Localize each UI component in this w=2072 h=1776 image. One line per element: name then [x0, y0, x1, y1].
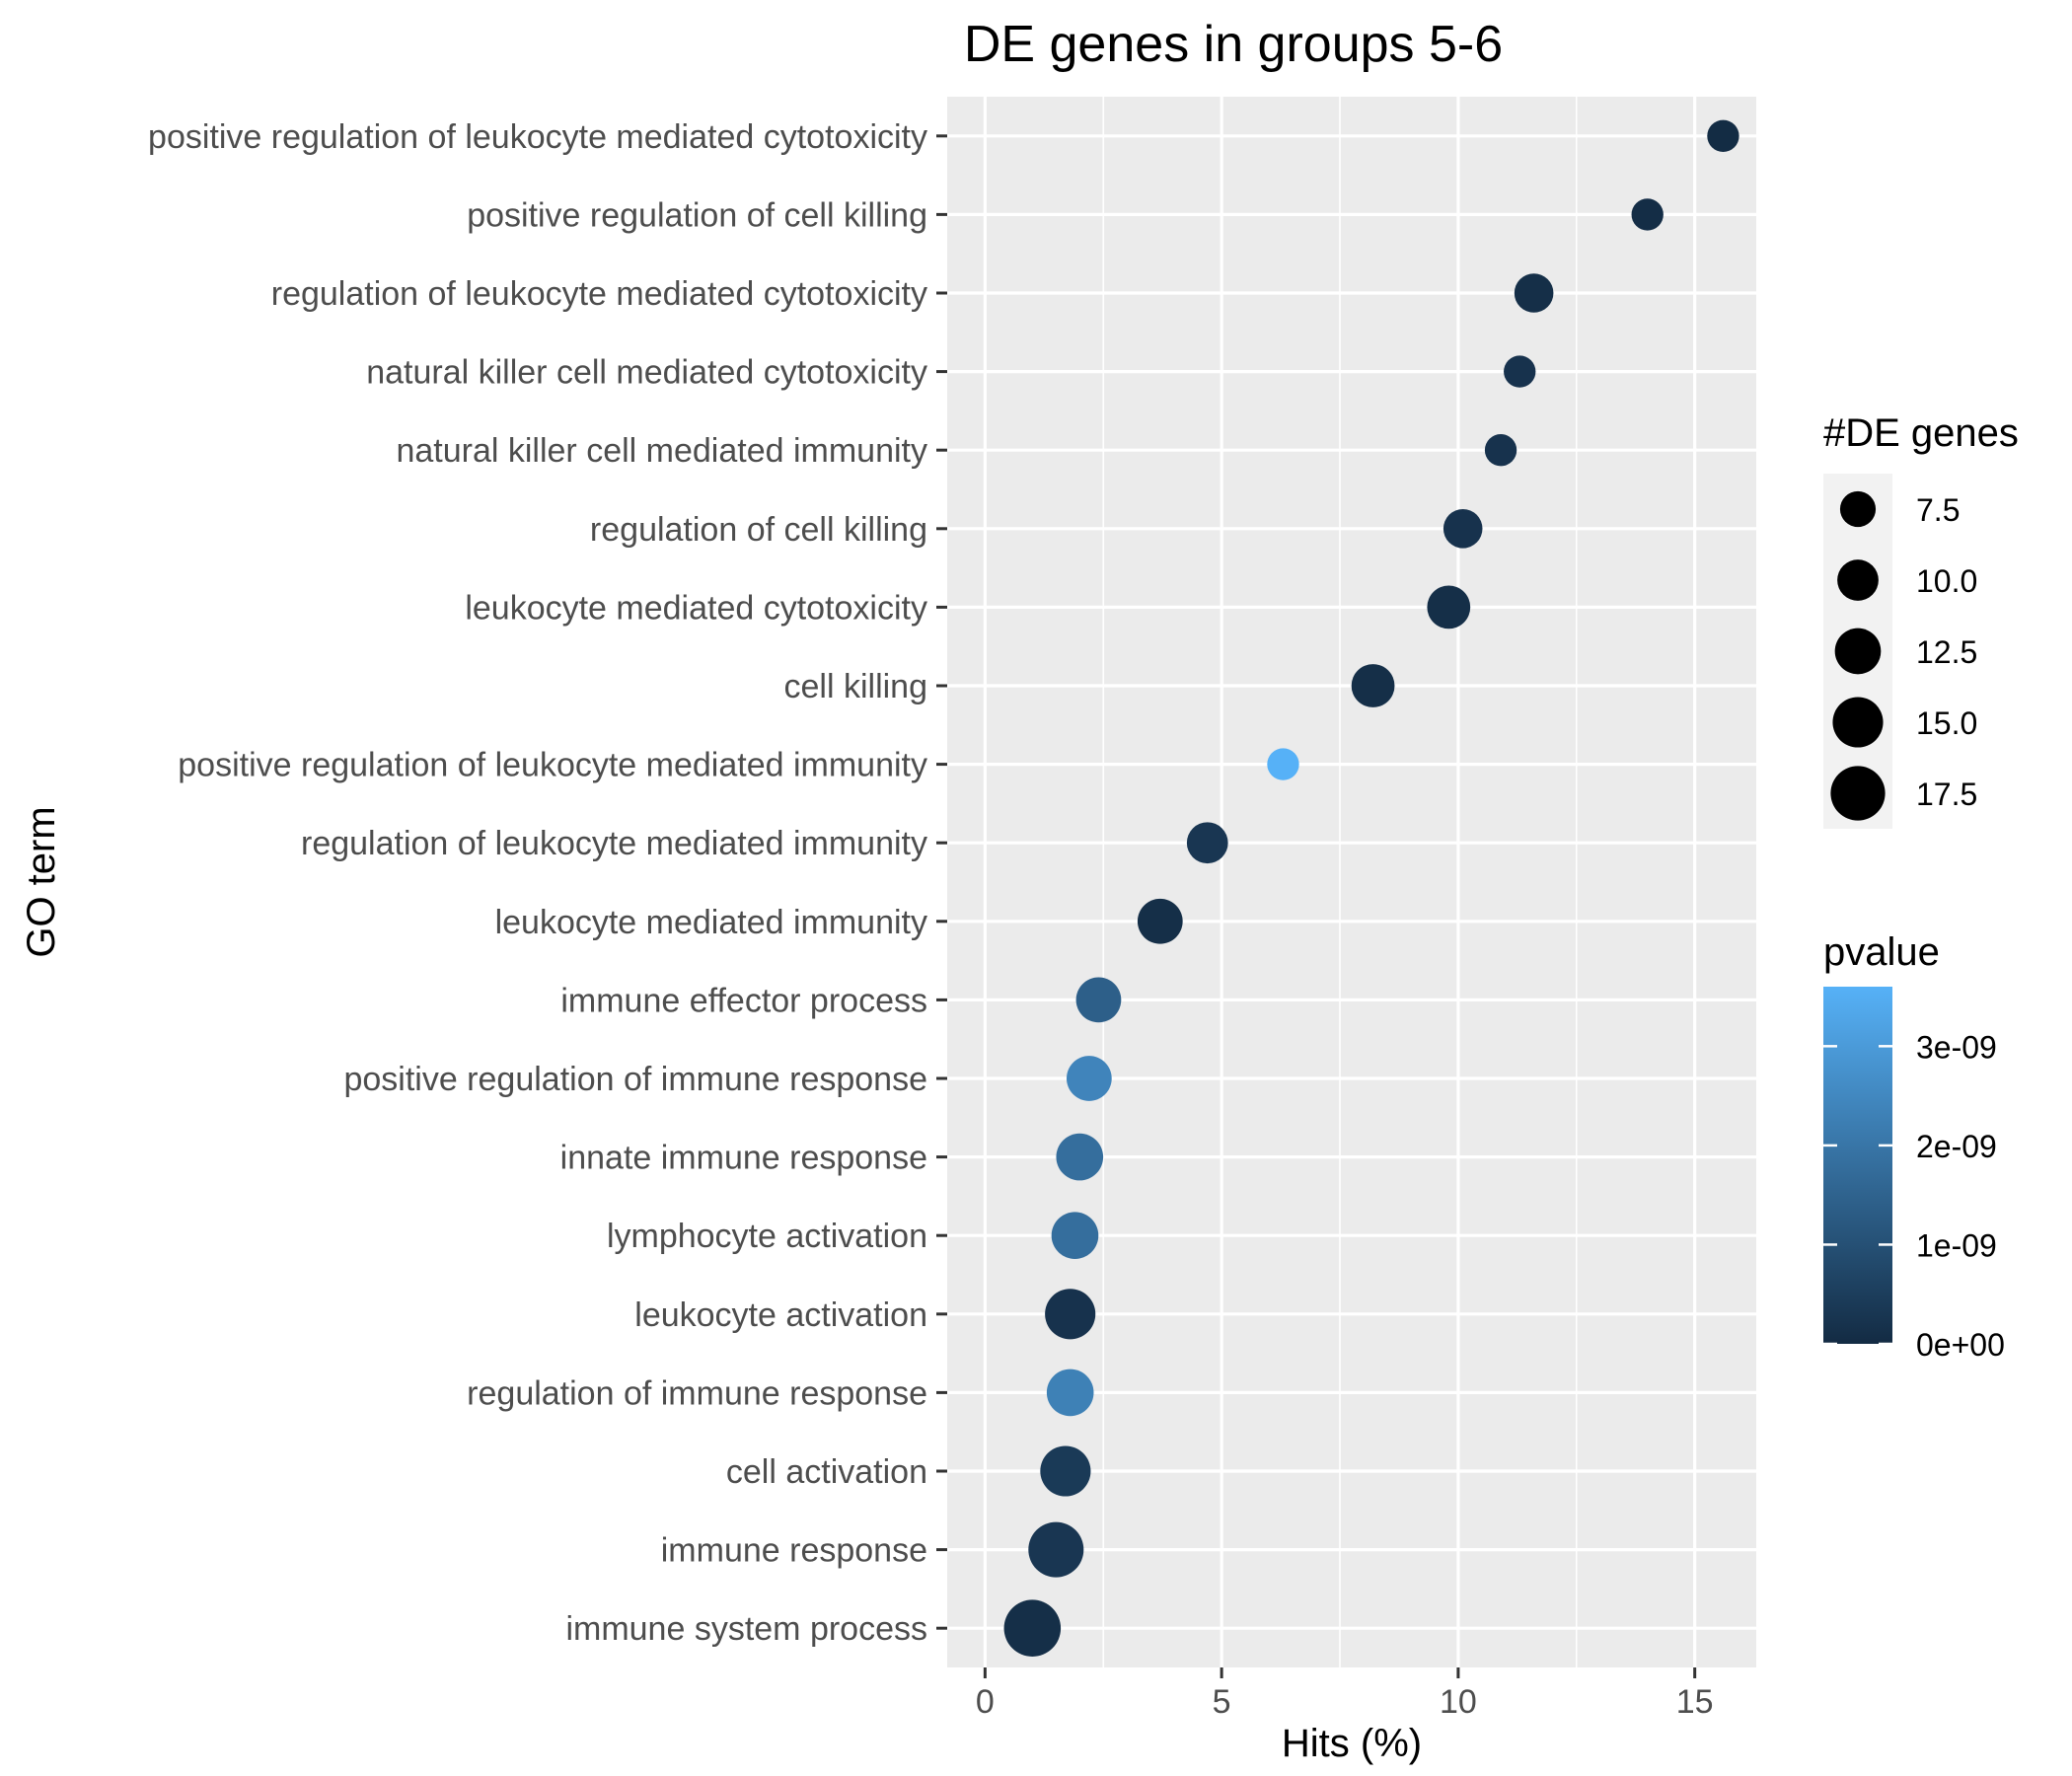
size-legend-key — [1830, 766, 1886, 821]
color-legend: pvalue 0e+00 1e-09 2e-09 3e-09 — [1823, 930, 2005, 1363]
color-legend-bar — [1823, 987, 1892, 1344]
y-tick-label: positive regulation of leukocyte mediate… — [148, 118, 927, 156]
y-tick-label: positive regulation of cell killing — [467, 196, 927, 234]
color-legend-label: 3e-09 — [1916, 1029, 1997, 1065]
data-point — [1186, 822, 1228, 864]
data-point — [1514, 273, 1554, 313]
y-tick-label: immune response — [661, 1532, 927, 1570]
y-tick-label: immune system process — [565, 1610, 927, 1648]
x-tick-label: 0 — [976, 1683, 995, 1721]
data-point — [1707, 119, 1739, 152]
y-tick-label: positive regulation of leukocyte mediate… — [178, 747, 927, 784]
size-legend-key — [1832, 697, 1884, 748]
y-tick-label: immune effector process — [560, 982, 927, 1019]
size-legend-key — [1839, 490, 1877, 528]
data-point — [1427, 585, 1471, 629]
size-legend: #DE genes 7.5 10.0 12.5 15.0 17.5 — [1823, 411, 2019, 829]
size-legend-label: 15.0 — [1916, 705, 1977, 741]
x-tick-label: 10 — [1440, 1683, 1477, 1721]
y-tick-label: leukocyte activation — [634, 1296, 927, 1334]
data-point — [1045, 1289, 1096, 1340]
y-tick-label: innate immune response — [560, 1140, 927, 1177]
plot-panel — [947, 97, 1756, 1667]
data-point — [1040, 1445, 1091, 1497]
x-tick-label: 5 — [1213, 1683, 1231, 1721]
y-tick-label: leukocyte mediated immunity — [495, 904, 927, 941]
data-point — [1504, 355, 1536, 388]
color-legend-label: 0e+00 — [1916, 1327, 2005, 1363]
y-tick-label: positive regulation of immune response — [343, 1061, 927, 1098]
y-tick-label: natural killer cell mediated cytotoxicit… — [366, 354, 927, 392]
data-point — [1631, 198, 1664, 231]
y-tick-label: lymphocyte activation — [607, 1218, 927, 1255]
y-tick-label: regulation of leukocyte mediated cytotox… — [271, 275, 927, 313]
y-tick-label: regulation of cell killing — [590, 511, 927, 549]
x-tick-label: 15 — [1676, 1683, 1714, 1721]
size-legend-label: 7.5 — [1916, 492, 1960, 528]
x-axis: 0 5 10 15 — [976, 1667, 1714, 1721]
chart-title: DE genes in groups 5-6 — [964, 16, 1503, 73]
data-point — [1028, 1521, 1084, 1578]
color-legend-label: 1e-09 — [1916, 1227, 1997, 1263]
size-legend-label: 10.0 — [1916, 563, 1977, 599]
size-legend-label: 17.5 — [1916, 777, 1977, 812]
y-tick-label: leukocyte mediated cytotoxicity — [465, 589, 927, 627]
color-legend-title: pvalue — [1823, 930, 1940, 974]
y-axis: positive regulation of leukocyte mediate… — [148, 118, 947, 1648]
size-legend-key — [1837, 559, 1879, 601]
size-legend-title: #DE genes — [1823, 411, 2019, 455]
data-point — [1046, 1369, 1094, 1417]
data-point — [1056, 1133, 1104, 1181]
data-point — [1351, 664, 1395, 707]
y-tick-label: cell killing — [784, 668, 928, 705]
y-axis-title: GO term — [20, 806, 63, 957]
y-tick-label: regulation of immune response — [467, 1374, 927, 1412]
size-legend-key — [1834, 628, 1882, 675]
major-gridlines — [947, 97, 1756, 1667]
y-tick-label: regulation of leukocyte mediated immunit… — [301, 825, 927, 862]
data-point — [1484, 434, 1517, 467]
minor-gridlines — [1102, 97, 1578, 1667]
data-point — [1003, 1599, 1062, 1657]
data-points — [1003, 119, 1739, 1657]
data-point — [1443, 509, 1483, 549]
size-legend-label: 12.5 — [1916, 634, 1977, 670]
data-point — [1051, 1212, 1099, 1259]
color-legend-label: 2e-09 — [1916, 1129, 1997, 1164]
data-point — [1075, 977, 1122, 1023]
data-point — [1137, 898, 1183, 944]
data-point — [1267, 748, 1299, 780]
y-tick-label: cell activation — [726, 1453, 927, 1491]
data-point — [1066, 1056, 1112, 1101]
y-tick-label: natural killer cell mediated immunity — [396, 432, 927, 470]
x-axis-title: Hits (%) — [1282, 1722, 1422, 1765]
